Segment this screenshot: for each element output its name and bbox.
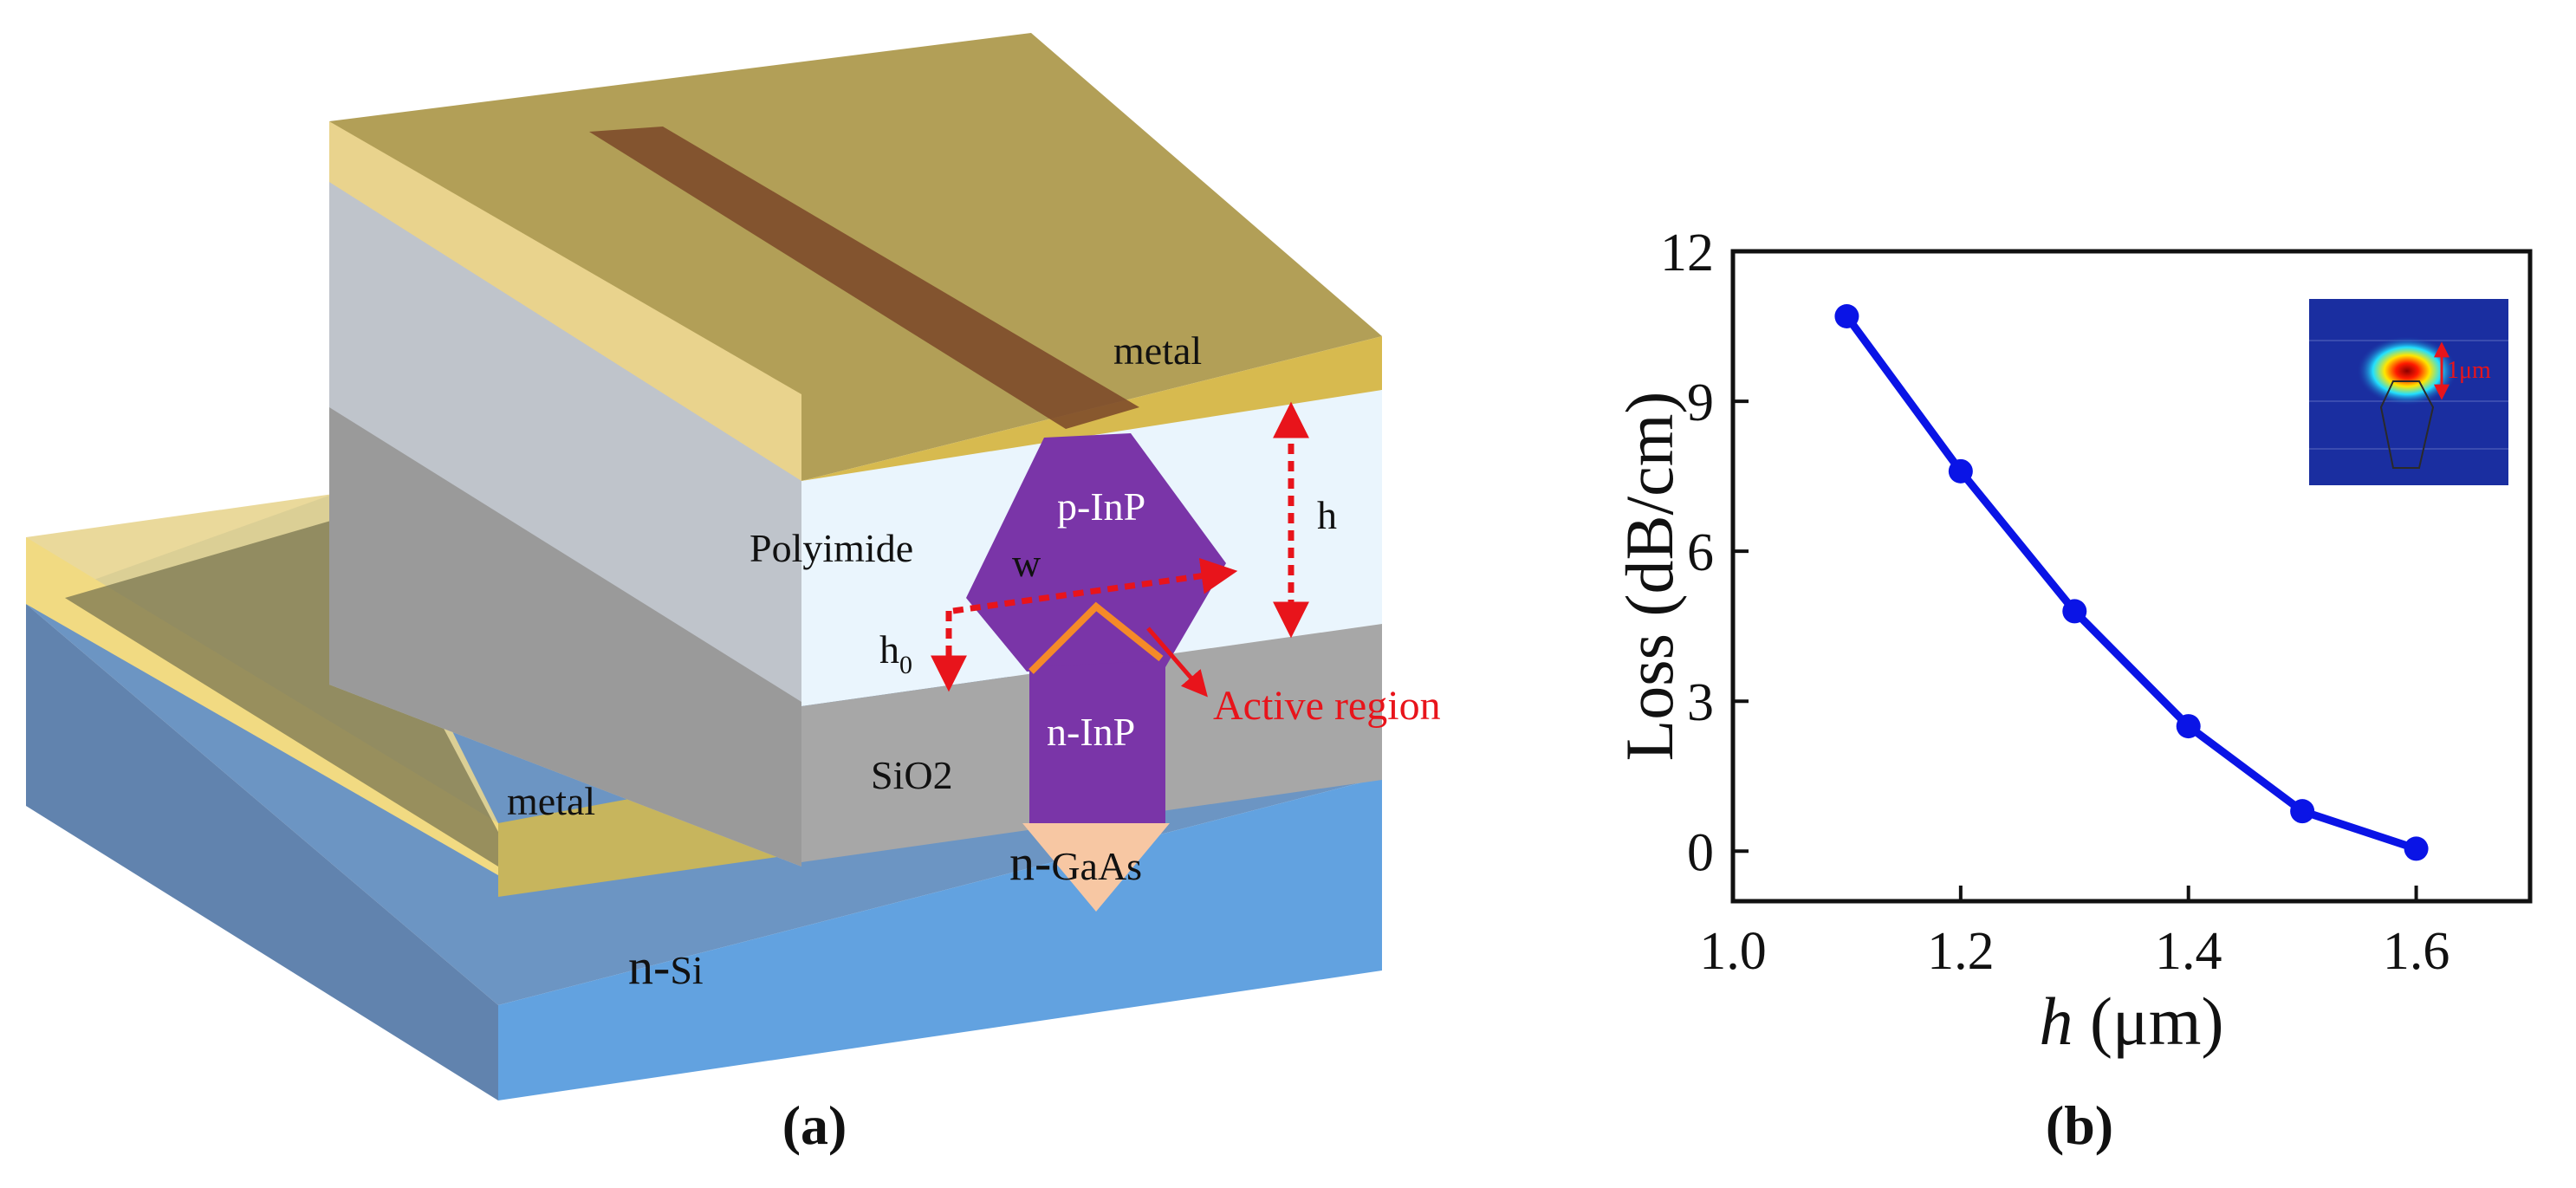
loss-point (1948, 458, 1973, 484)
label-p-inp: p-InP (1057, 484, 1145, 529)
loss-point (1834, 304, 1859, 328)
x-tick-label: 1.6 (2383, 922, 2450, 981)
loss-point (2404, 836, 2429, 861)
mode-profile-inset: 1μm (2309, 299, 2508, 485)
n-gaas-triangle (1022, 823, 1170, 912)
p-inp-diamond (966, 433, 1226, 672)
loss-point (2290, 799, 2315, 824)
panel-a-caption: (a) (782, 1094, 847, 1156)
loss-point (2176, 714, 2201, 739)
y-axis-ticks: 0 3 6 9 12 (1660, 224, 1749, 882)
x-tick-label: 1.0 (1699, 922, 1767, 981)
x-axis-label: h (μm) (2040, 984, 2224, 1059)
raised-block-grey-layer (329, 407, 801, 867)
inset-scale-label: 1μm (2447, 357, 2491, 384)
left-metal-dark-top (65, 520, 498, 867)
n-si-substrate-front-face (498, 777, 1382, 1100)
y-tick-label: 9 (1687, 373, 1714, 432)
y-tick-label: 3 (1687, 673, 1714, 732)
loss-series (1834, 304, 2429, 861)
x-tick-label: 1.4 (2155, 922, 2222, 981)
label-h0: h0 (879, 627, 912, 679)
y-axis-label: Loss (dB/cm) (1612, 392, 1687, 762)
y-tick-label: 6 (1687, 523, 1714, 582)
loss-point (2062, 599, 2087, 624)
y-tick-label: 12 (1660, 224, 1714, 282)
active-region-outline (1028, 601, 1164, 674)
active-region-pointer (1146, 626, 1208, 698)
label-metal-top: metal (1113, 328, 1202, 373)
label-sio2: SiO2 (871, 753, 953, 797)
label-n-si: n-Si (628, 938, 704, 995)
label-n-inp: n-InP (1047, 710, 1135, 754)
x-tick-label: 1.2 (1927, 922, 1995, 981)
panel-b-caption: (b) (2046, 1094, 2113, 1156)
n-si-substrate-left-face (26, 604, 498, 1100)
label-metal-left: metal (507, 779, 595, 823)
label-h: h (1317, 493, 1337, 537)
mode-field-spot (2357, 336, 2457, 406)
label-active-region: Active region (1213, 683, 1441, 729)
panel-a-device-schematic: metal Polyimide p-InP n-InP h w h0 Activ… (26, 33, 1441, 1156)
n-inp-pillar (1029, 660, 1165, 823)
label-w: w (1012, 541, 1041, 585)
label-polyimide: Polyimide (749, 526, 913, 570)
plot-frame (1730, 249, 2533, 904)
inset-waveguide-outline (2379, 380, 2435, 469)
top-metal-rim-left (329, 121, 801, 481)
loss-line (1843, 314, 2417, 853)
w-dimension-arrow (952, 557, 1238, 614)
label-n-gaas: n-GaAs (1009, 834, 1142, 891)
metal-stripe (589, 127, 1139, 429)
x-axis-ticks: 1.0 1.2 1.4 1.6 (1699, 886, 2449, 981)
y-tick-label: 0 (1687, 823, 1714, 882)
